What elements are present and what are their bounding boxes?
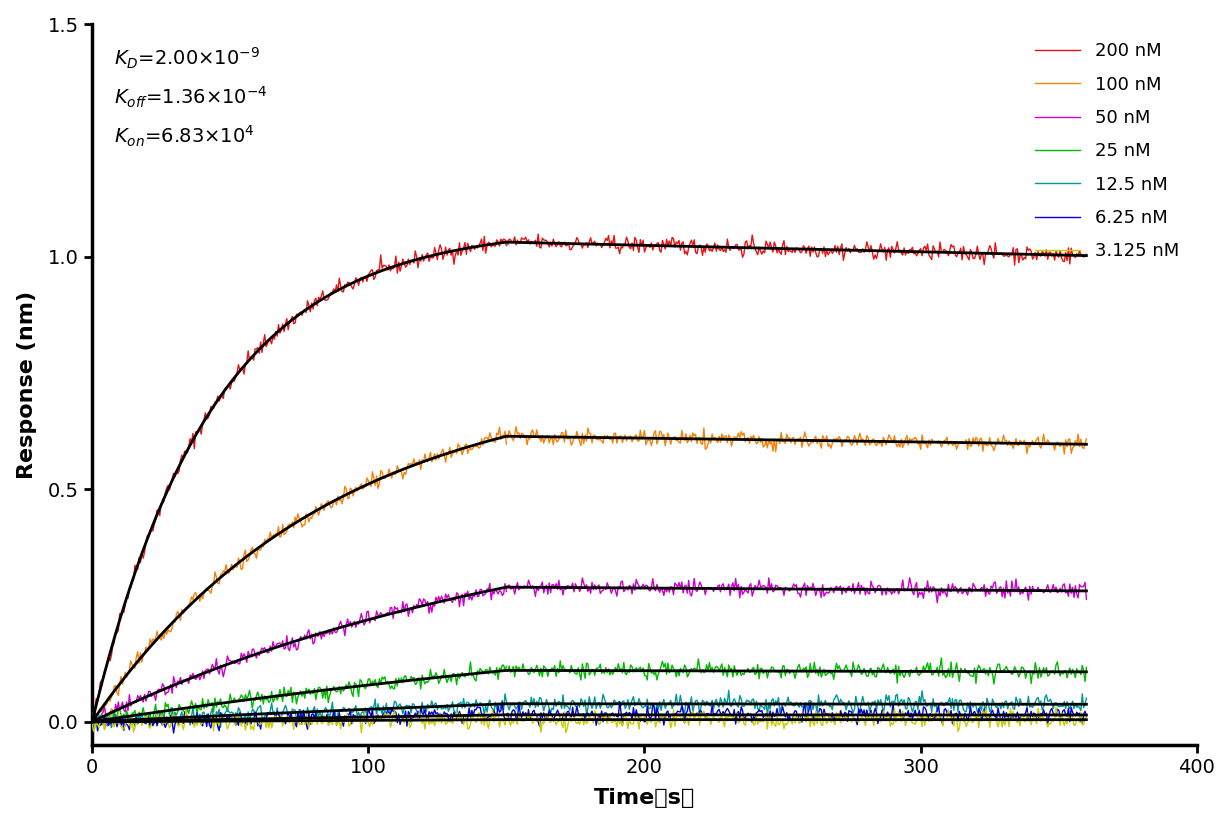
Line: 50 nM: 50 nM [92, 583, 506, 726]
Line: 200 nM: 200 nM [92, 236, 506, 719]
200 nM [434, 244, 448, 254]
12.5 nM [469, 699, 484, 709]
100 nM [368, 480, 383, 490]
100 nM [499, 439, 514, 449]
50 nM [100, 721, 115, 731]
25 nM [463, 657, 478, 667]
200 nM [266, 331, 281, 341]
6.25 nM [435, 711, 450, 721]
100 nM [251, 545, 266, 555]
3.125 nM [85, 718, 100, 728]
6.25 nM [85, 715, 100, 725]
3.125 nM [103, 705, 118, 714]
X-axis label: Time（s）: Time（s） [594, 789, 695, 808]
Line: 6.25 nM: 6.25 nM [92, 702, 506, 733]
100 nM [266, 530, 281, 540]
25 nM [267, 695, 282, 705]
50 nM [483, 578, 498, 588]
3.125 nM [414, 714, 429, 724]
25 nM [472, 668, 487, 678]
6.25 nM [166, 728, 181, 738]
3.125 nM [254, 719, 269, 729]
12.5 nM [267, 707, 282, 717]
12.5 nM [85, 714, 100, 724]
100 nM [492, 422, 506, 432]
25 nM [411, 673, 426, 683]
Line: 3.125 nM: 3.125 nM [92, 710, 506, 733]
Y-axis label: Response (nm): Response (nm) [17, 290, 37, 478]
200 nM [410, 262, 425, 272]
25 nM [435, 672, 450, 682]
Legend: 200 nM, 100 nM, 50 nM, 25 nM, 12.5 nM, 6.25 nM, 3.125 nM: 200 nM, 100 nM, 50 nM, 25 nM, 12.5 nM, 6… [1026, 33, 1188, 269]
12.5 nM [499, 696, 514, 706]
3.125 nM [371, 715, 386, 725]
12.5 nM [254, 700, 269, 710]
50 nM [85, 714, 100, 724]
100 nM [434, 447, 448, 457]
3.125 nM [437, 712, 452, 722]
100 nM [85, 720, 100, 730]
25 nM [85, 723, 100, 733]
25 nM [97, 724, 112, 734]
50 nM [254, 646, 269, 656]
6.25 nM [254, 724, 269, 734]
6.25 nM [469, 702, 484, 712]
200 nM [368, 272, 383, 282]
25 nM [499, 662, 514, 672]
6.25 nM [495, 697, 510, 707]
6.25 nM [411, 713, 426, 723]
Line: 25 nM: 25 nM [92, 662, 506, 729]
Text: $K_D$=2.00×10$^{-9}$
$K_{off}$=1.36×10$^{-4}$
$K_{on}$=6.83×10$^4$: $K_D$=2.00×10$^{-9}$ $K_{off}$=1.36×10$^… [115, 46, 267, 149]
Line: 100 nM: 100 nM [92, 427, 506, 725]
200 nM [85, 714, 100, 724]
12.5 nM [498, 689, 513, 699]
12.5 nM [411, 712, 426, 722]
200 nM [499, 241, 514, 251]
100 nM [410, 460, 425, 469]
50 nM [469, 592, 484, 601]
Line: 12.5 nM: 12.5 nM [92, 694, 506, 731]
25 nM [254, 696, 269, 706]
200 nM [251, 348, 266, 358]
3.125 nM [499, 713, 514, 723]
50 nM [499, 587, 514, 596]
50 nM [435, 595, 450, 605]
200 nM [477, 231, 492, 241]
50 nM [370, 606, 384, 616]
12.5 nM [435, 704, 450, 714]
3.125 nM [472, 707, 487, 717]
50 nM [267, 642, 282, 652]
3.125 nM [354, 728, 368, 738]
6.25 nM [267, 708, 282, 718]
50 nM [411, 594, 426, 604]
200 nM [468, 242, 483, 252]
6.25 nM [499, 715, 514, 725]
3.125 nM [267, 715, 282, 725]
6.25 nM [370, 714, 384, 724]
12.5 nM [370, 711, 384, 721]
12.5 nM [90, 726, 105, 736]
100 nM [468, 441, 483, 451]
25 nM [370, 681, 384, 691]
